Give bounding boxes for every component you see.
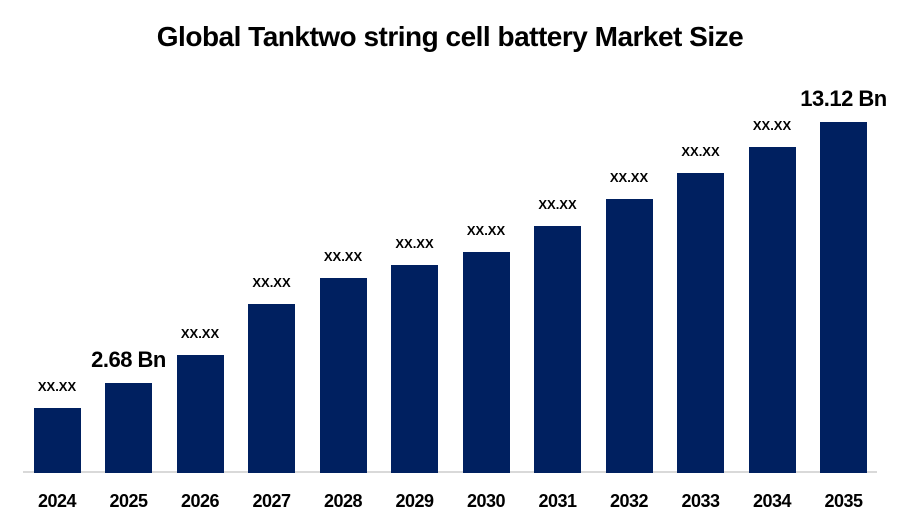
bar-value-label-2028: XX.XX — [323, 249, 363, 264]
x-axis-tick-2032: 2032 — [609, 491, 649, 511]
bar-2035 — [820, 122, 867, 473]
x-axis-tick-2031: 2031 — [538, 491, 577, 511]
x-axis-tick-2028: 2028 — [323, 491, 363, 511]
x-axis-tick-2024: 2024 — [37, 491, 77, 511]
bar-2028 — [319, 278, 367, 473]
bar-2024 — [33, 408, 81, 473]
bar-2034 — [748, 147, 796, 473]
bar-2033 — [677, 173, 724, 473]
bar-value-label-2027: XX.XX — [252, 275, 291, 290]
bar-value-label-2030: XX.XX — [466, 223, 506, 238]
bar-value-label-2035: 13.12 Bn — [800, 86, 887, 111]
bar-2026 — [176, 355, 224, 473]
bar-value-label-2032: XX.XX — [609, 170, 649, 185]
x-axis-tick-2033: 2033 — [681, 491, 720, 511]
chart-title: Global Tanktwo string cell battery Marke… — [156, 21, 744, 52]
bar-value-label-2034: XX.XX — [752, 118, 792, 133]
x-axis-tick-2035: 2035 — [824, 491, 863, 511]
bar-value-label-2033: XX.XX — [681, 144, 720, 159]
x-axis-line — [23, 471, 877, 473]
bar-value-label-2025: 2.68 Bn — [91, 347, 166, 372]
bar-2032 — [605, 199, 653, 473]
bar-value-label-2031: XX.XX — [538, 197, 577, 212]
bar-2027 — [248, 304, 295, 473]
x-axis-tick-2027: 2027 — [252, 491, 291, 511]
bar-2025 — [105, 383, 152, 473]
bar-2029 — [391, 265, 438, 473]
x-axis-tick-2029: 2029 — [395, 491, 434, 511]
bar-2031 — [534, 226, 581, 473]
x-axis-tick-2026: 2026 — [180, 491, 220, 511]
bar-value-label-2029: XX.XX — [395, 236, 434, 251]
x-axis-tick-2034: 2034 — [752, 491, 792, 511]
x-axis-tick-2030: 2030 — [466, 491, 506, 511]
bar-value-label-2024: XX.XX — [37, 379, 77, 394]
bar-value-label-2026: XX.XX — [180, 326, 220, 341]
bar-2030 — [462, 252, 510, 473]
x-axis-tick-2025: 2025 — [109, 491, 148, 511]
